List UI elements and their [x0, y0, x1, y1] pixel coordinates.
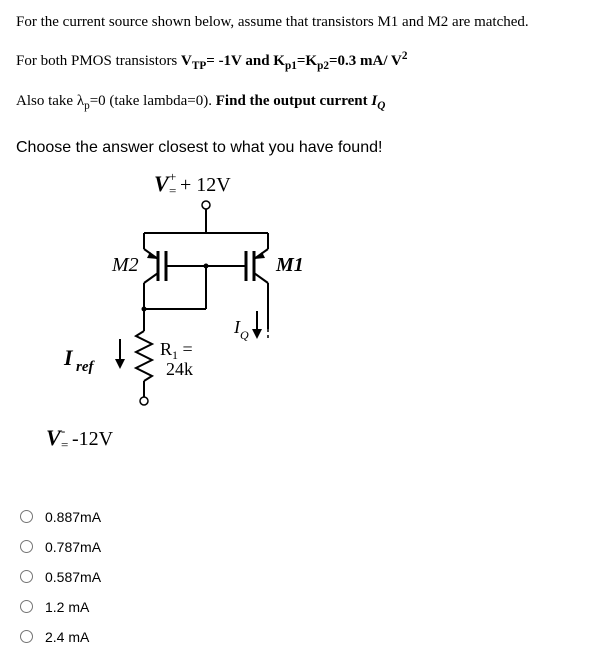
option-2-label: 0.587mA [45, 569, 101, 585]
vtp-sub: TP [192, 60, 206, 72]
option-4-label: 2.4 mA [45, 629, 89, 645]
problem-line-3: Also take λp=0 (take lambda=0). Find the… [16, 91, 599, 115]
iref-arrow [115, 339, 125, 369]
vplus-eq: = [169, 183, 176, 198]
answer-options: 0.887mA 0.787mA 0.587mA 1.2 mA 2.4 mA [16, 509, 599, 645]
line3-pre: Also take λ [16, 93, 84, 109]
iq-label-q: Q [240, 328, 249, 342]
node-m2drain [142, 306, 147, 311]
vplus-val: + 12V [180, 174, 231, 196]
prompt-text: Choose the answer closest to what you ha… [16, 139, 599, 157]
node-top [202, 201, 210, 209]
node-bottom [140, 397, 148, 405]
option-2[interactable]: 0.587mA [16, 569, 599, 585]
vtp-eq: = -1V and K [206, 53, 285, 69]
option-0-radio[interactable] [20, 510, 33, 523]
option-1-label: 0.787mA [45, 539, 101, 555]
iref-i: I [63, 345, 74, 370]
circuit-diagram: V + = + 12V M2 [16, 169, 599, 489]
option-3[interactable]: 1.2 mA [16, 599, 599, 615]
option-2-radio[interactable] [20, 570, 33, 583]
iq-q: Q [377, 100, 385, 112]
kp-eq: =K [297, 53, 317, 69]
vminus-eq: = [61, 437, 68, 452]
circuit-svg: V + = + 12V M2 [16, 169, 336, 489]
iref-ref: ref [76, 359, 95, 375]
option-3-label: 1.2 mA [45, 599, 89, 615]
kp-sup: 2 [402, 50, 408, 62]
lambda-val: =0 (take lambda=0). [90, 93, 216, 109]
kp-val: =0.3 mA/ V [329, 53, 402, 69]
line2-pre: For both PMOS transistors [16, 53, 181, 69]
option-1[interactable]: 0.787mA [16, 539, 599, 555]
option-4[interactable]: 2.4 mA [16, 629, 599, 645]
option-3-radio[interactable] [20, 600, 33, 613]
vminus-minus: - [61, 423, 65, 438]
m2-label: M2 [111, 254, 139, 276]
vminus-val: -12V [72, 428, 114, 450]
kp2-sub: p2 [317, 60, 329, 72]
kp1-sub: p1 [285, 60, 297, 72]
option-0[interactable]: 0.887mA [16, 509, 599, 525]
line1-text: For the current source shown below, assu… [16, 14, 529, 30]
m1-label: M1 [275, 254, 304, 276]
option-4-radio[interactable] [20, 630, 33, 643]
line3-find: Find the output current [216, 93, 372, 109]
node-gate [204, 263, 209, 268]
iq-arrow [252, 311, 268, 341]
option-0-label: 0.887mA [45, 509, 101, 525]
vplus-plus: + [169, 169, 176, 184]
problem-line-1: For the current source shown below, assu… [16, 12, 599, 33]
option-1-radio[interactable] [20, 540, 33, 553]
vtp-v: V [181, 53, 192, 69]
resistor-r1 [136, 319, 152, 397]
r1-val: 24k [166, 359, 193, 379]
problem-line-2: For both PMOS transistors VTP= -1V and K… [16, 49, 599, 75]
